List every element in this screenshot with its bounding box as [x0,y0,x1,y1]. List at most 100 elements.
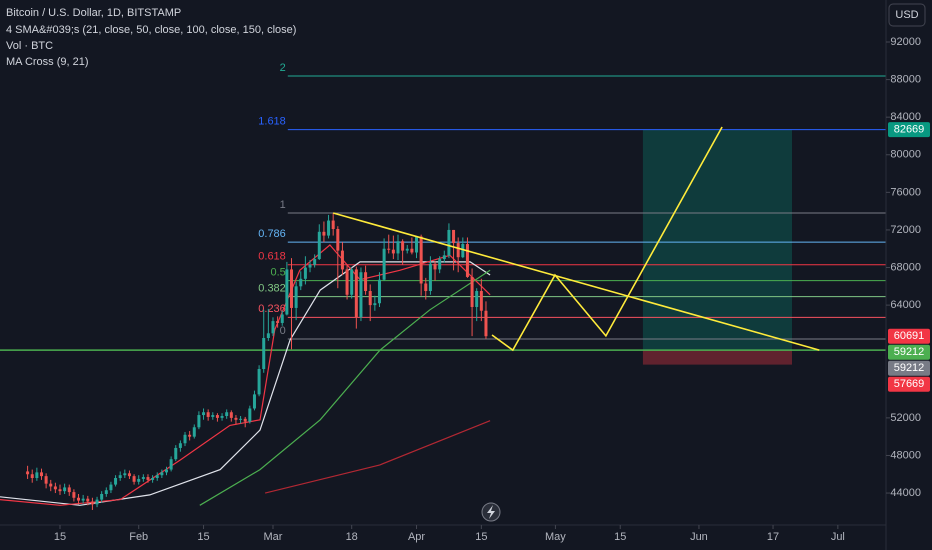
candle-body [67,487,71,493]
candle-body [391,249,395,254]
candle-body [77,497,81,501]
currency-button[interactable] [888,3,926,27]
price-tag-label: 57669 [894,378,925,390]
candle-body [72,492,76,498]
candle-body [368,291,372,306]
candle-body [387,248,391,250]
y-tick-label: 88000 [890,73,921,85]
candle-body [276,321,280,323]
price-tag-label: 59212 [894,362,925,374]
indicator-legend[interactable]: 4 SMA&#039;s (21, close, 50, close, 100,… [6,24,296,36]
candle-body [465,244,469,277]
candle-body [308,264,312,268]
candle-body [239,418,243,420]
fib-label: 1 [280,199,286,211]
profit-zone [642,129,793,351]
candle-body [63,487,67,492]
x-tick-label: Apr [408,531,425,543]
candle-body [317,231,321,260]
price-tag [888,122,930,138]
candle-body [313,259,317,265]
plot-area: 2 1.618 1 0.786 0.618 0.5 0.382 0.236 0 [0,62,886,510]
candle-body [470,276,474,307]
candle-body [396,241,400,254]
fib-label: 0.382 [258,283,286,295]
candle-body [58,489,62,492]
candle-body [225,412,229,416]
candle-body [35,472,39,479]
indicator-legend[interactable]: Vol · BTC [6,40,53,52]
y-tick-label: 68000 [890,261,921,273]
candle-body [26,471,30,475]
candle-body [192,427,196,437]
candle-body [30,474,34,479]
price-tag [888,344,930,360]
candle-body [331,220,335,230]
candle-body [266,333,270,339]
candle-body [49,483,53,487]
fib-label: 1.618 [258,116,286,128]
candle-body [327,220,331,236]
candle-body [229,412,233,418]
candle-body [90,501,94,505]
candle-body [424,283,428,292]
y-tick-label: 92000 [890,36,921,48]
currency-label: USD [895,9,918,21]
candle-body [39,472,43,477]
candle-body [197,415,201,428]
candle-body [146,477,150,480]
candle-body [271,321,275,334]
y-tick-label: 44000 [890,487,921,499]
candle-body [359,272,363,318]
candle-body [294,286,298,308]
trendline [332,212,820,351]
candle-body [336,229,340,251]
candle-body [322,231,326,236]
candle-body [354,269,358,318]
candle-body [141,477,145,479]
candle-body [155,475,159,479]
fib-label: 0.786 [258,228,286,240]
indicator-legend[interactable]: MA Cross (9, 21) [6,56,89,68]
candle-body [243,418,247,422]
candle-body [377,279,381,304]
candle-body [86,498,90,502]
candle-body [164,469,169,473]
candle-body [169,459,173,470]
fib-label: 0.236 [258,303,286,315]
x-tick-label: 15 [475,531,487,543]
fib-label: 0.5 [271,267,286,279]
moving-average [264,420,491,494]
candle-body [109,484,113,491]
candle-body [202,412,206,416]
candle-body [206,412,210,417]
y-tick-label: 76000 [890,186,921,198]
candle-body [262,338,266,370]
candle-body [132,476,136,482]
candle-body [151,478,155,480]
moving-average [199,269,491,506]
candle-body [290,269,294,308]
fib-label: 2 [280,62,286,74]
candle-body [137,478,141,482]
candle-body [452,229,456,244]
y-tick-label: 52000 [890,412,921,424]
axes: 92000 88000 84000 80000 76000 72000 68000 64000… [54,36,930,543]
candle-body [484,310,488,337]
candle-body [415,236,419,253]
candle-body [252,394,256,409]
candle-body [303,267,307,279]
moving-average [0,261,491,506]
candle-body [428,263,432,292]
price-tag-label: 82669 [894,124,925,136]
price-tag-label: 59212 [894,346,925,358]
symbol-title: Bitcoin / U.S. Dollar, 1D, BITSTAMP [6,7,181,19]
x-tick-label: May [545,531,566,543]
x-tick-label: 15 [54,531,66,543]
y-tick-label: 80000 [890,149,921,161]
candle-body [123,473,127,476]
price-tag [888,376,930,392]
x-tick-label: 15 [197,531,209,543]
candle-body [104,490,108,494]
